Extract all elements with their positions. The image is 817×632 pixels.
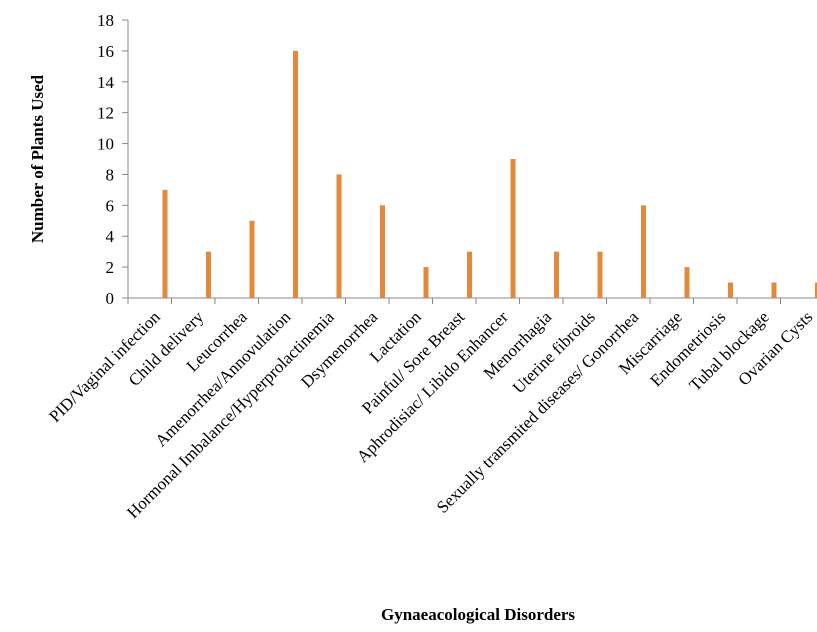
y-tick-label: 0 (106, 289, 115, 308)
y-tick-label: 14 (97, 73, 115, 92)
y-tick-label: 4 (106, 227, 115, 246)
y-tick-label: 12 (97, 104, 114, 123)
y-tick-label: 8 (106, 165, 115, 184)
bars (163, 51, 817, 298)
y-tick-label: 10 (97, 135, 114, 154)
x-axis-title: Gynaeacological Disorders (381, 605, 575, 624)
bar (380, 205, 385, 298)
bar (467, 252, 472, 298)
y-axis-title: Number of Plants Used (28, 74, 47, 243)
bar (206, 252, 211, 298)
bar (598, 252, 603, 298)
bar (728, 283, 733, 298)
y-tick-label: 18 (97, 11, 114, 30)
bar (685, 267, 690, 298)
bar (163, 190, 168, 298)
bar (337, 174, 342, 298)
y-tick-label: 16 (97, 42, 114, 61)
bar (424, 267, 429, 298)
bar (641, 205, 646, 298)
x-axis (128, 298, 817, 304)
y-tick-label: 6 (106, 196, 115, 215)
bar (293, 51, 298, 298)
bar (511, 159, 516, 298)
y-axis: 0 2 4 6 8 10 12 14 16 18 (97, 11, 128, 308)
bar (250, 221, 255, 298)
bar (554, 252, 559, 298)
y-tick-label: 2 (106, 258, 115, 277)
bar (772, 283, 777, 298)
category-label: Sexually transmited diseases/ Gonorrhea (433, 307, 643, 517)
